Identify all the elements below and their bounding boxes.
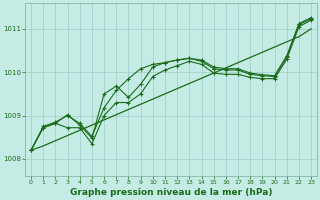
X-axis label: Graphe pression niveau de la mer (hPa): Graphe pression niveau de la mer (hPa) — [70, 188, 272, 197]
